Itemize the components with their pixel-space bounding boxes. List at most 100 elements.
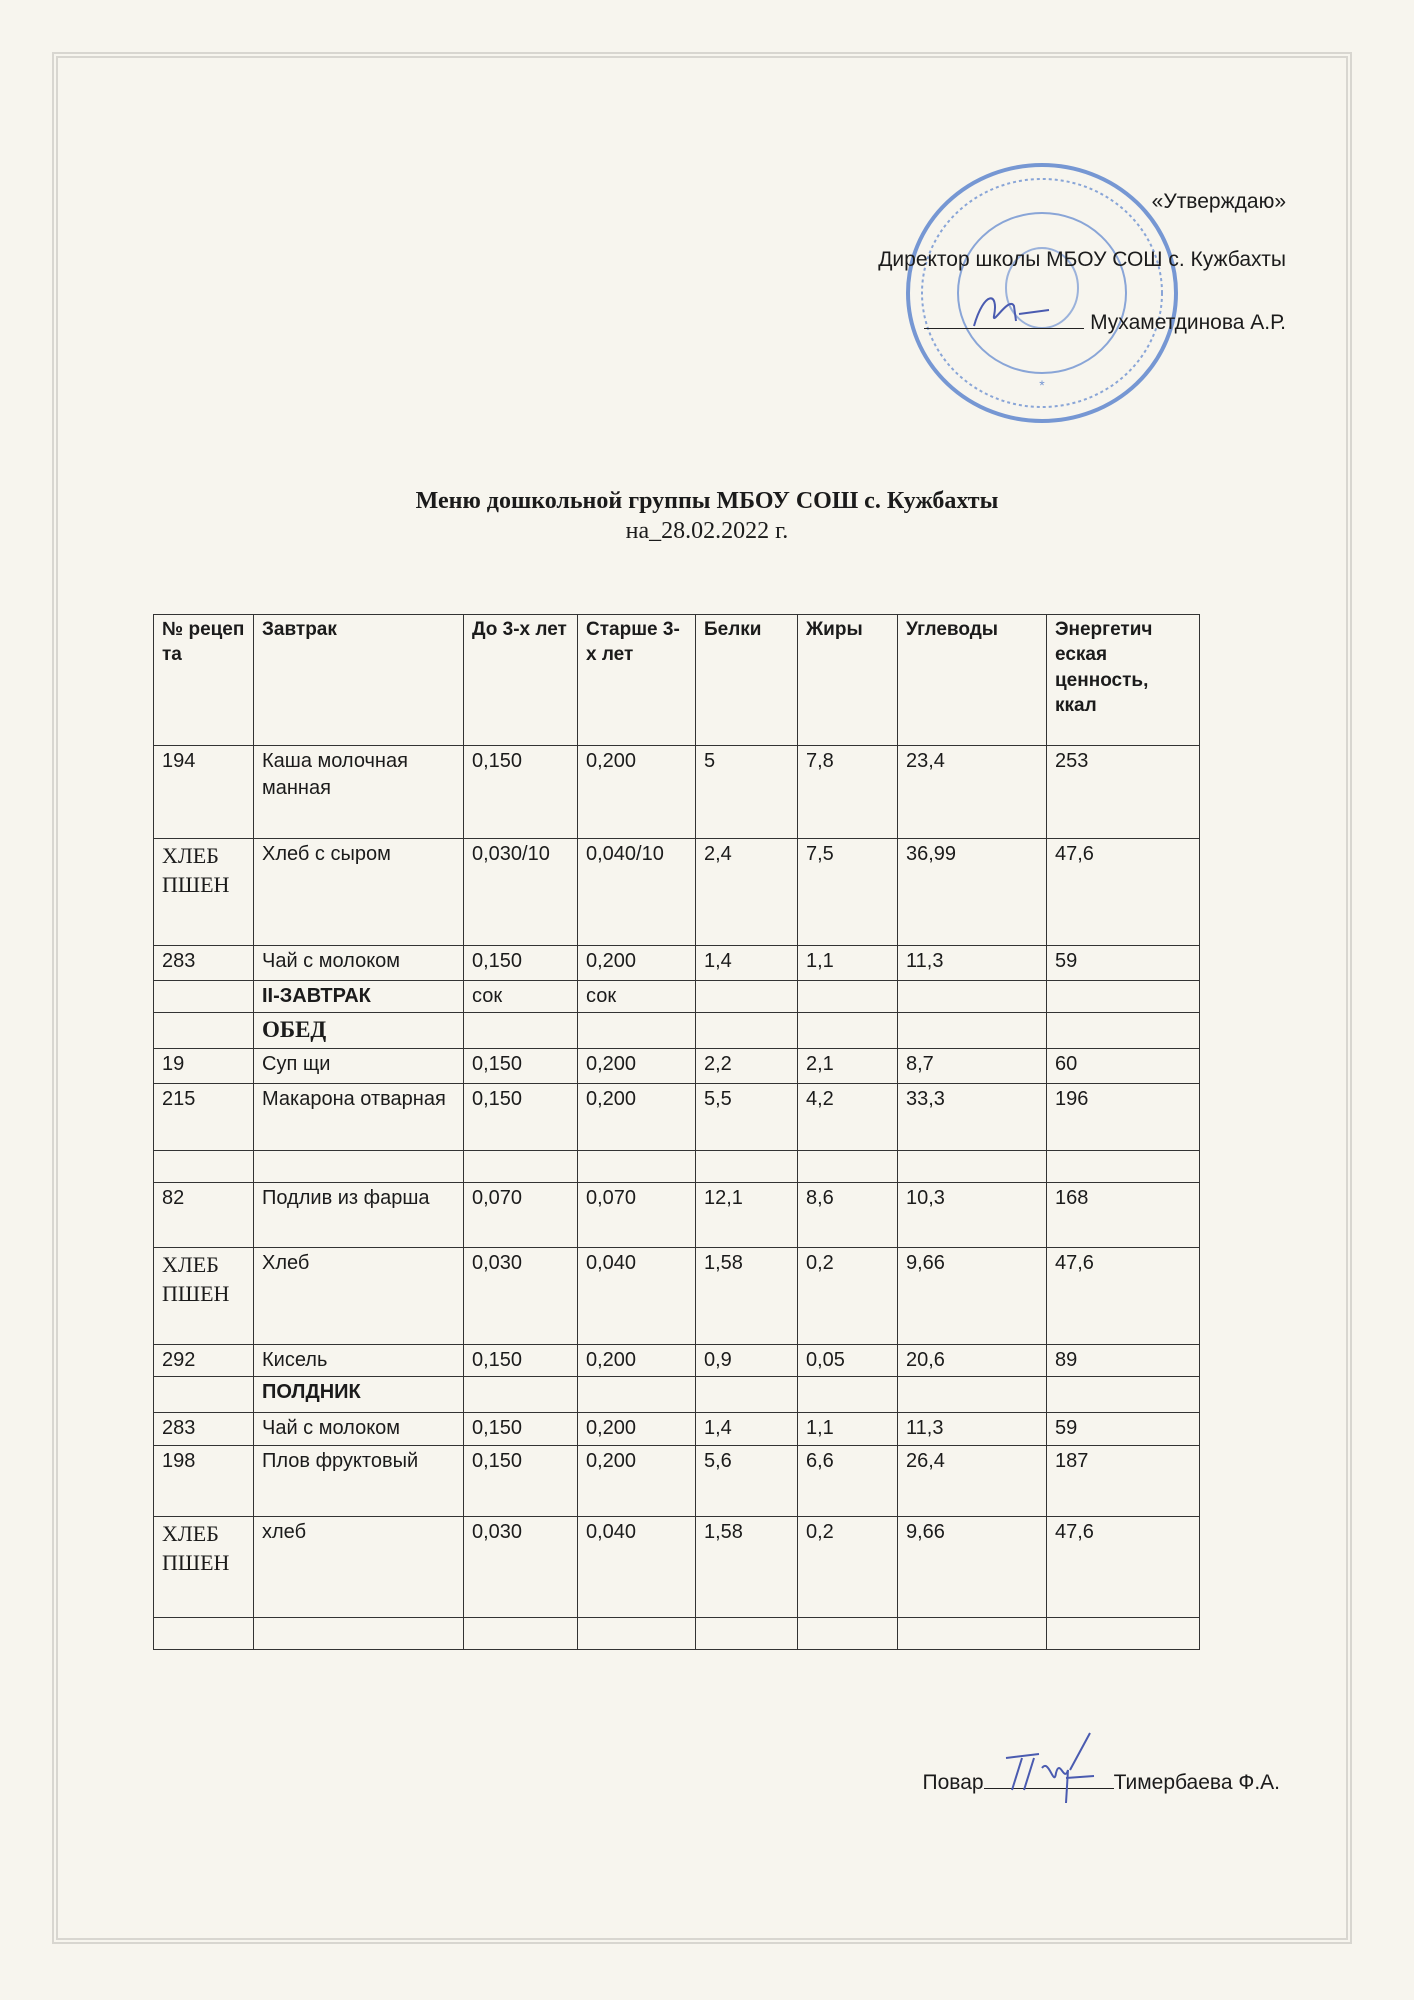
cell-dish: II-ЗАВТРАК — [253, 980, 464, 1013]
cell-fats: 1,1 — [797, 1411, 898, 1446]
cell-proteins — [695, 1375, 798, 1413]
cell-portion-over-3: 0,200 — [577, 745, 696, 839]
cell-portion-over-3: 0,200 — [577, 1444, 696, 1517]
table-row: 283 Чай с молоком 0,150 0,200 1,4 1,1 11,3 59 — [153, 1411, 1200, 1446]
cell-portion-under-3 — [463, 1012, 578, 1049]
cell-recipe-no — [153, 1012, 254, 1049]
header-recipe-no: № рецеп та — [153, 614, 254, 746]
cell-energy: 47,6 — [1046, 838, 1200, 946]
cell-portion-over-3: 0,200 — [577, 1411, 696, 1446]
cell-dish: ПОЛДНИК — [253, 1375, 464, 1413]
cell-recipe-no: 283 — [153, 945, 254, 981]
cell-energy: 168 — [1046, 1181, 1200, 1248]
cell-proteins — [695, 1616, 798, 1650]
cell-portion-over-3: 0,200 — [577, 945, 696, 981]
cell-recipe-no: 215 — [153, 1082, 254, 1151]
cell-carbs: 36,99 — [897, 838, 1047, 946]
cell-dish: хлеб — [253, 1515, 464, 1618]
cell-fats: 0,05 — [797, 1343, 898, 1377]
table-row: II-ЗАВТРАК сок сок — [153, 980, 1200, 1013]
cell-carbs: 23,4 — [897, 745, 1047, 839]
cell-energy: 196 — [1046, 1082, 1200, 1151]
cell-energy: 89 — [1046, 1343, 1200, 1377]
table-row: 194 Каша молочная манная 0,150 0,200 5 7,8 23,… — [153, 745, 1200, 839]
table-row: ПОЛДНИК — [153, 1375, 1200, 1413]
cell-portion-under-3 — [463, 1149, 578, 1183]
header-proteins: Белки — [695, 614, 798, 746]
cell-energy: 59 — [1046, 1411, 1200, 1446]
cell-carbs — [897, 1149, 1047, 1183]
table-row: 19 Суп щи 0,150 0,200 2,2 2,1 8,7 60 — [153, 1047, 1200, 1084]
table-row — [153, 1616, 1200, 1650]
approval-signatory-line: Мухаметдинова А.Р. — [924, 297, 1286, 335]
cell-energy — [1046, 1149, 1200, 1183]
cell-portion-under-3: 0,030 — [463, 1246, 578, 1345]
cell-carbs: 11,3 — [897, 1411, 1047, 1446]
cell-recipe-no: 283 — [153, 1411, 254, 1446]
cell-fats — [797, 1149, 898, 1183]
cell-proteins — [695, 1012, 798, 1049]
cell-recipe-no: ХЛЕБ ПШЕН — [153, 1246, 254, 1345]
cell-proteins: 2,4 — [695, 838, 798, 946]
cell-recipe-no: 19 — [153, 1047, 254, 1084]
cell-portion-under-3: 0,150 — [463, 1082, 578, 1151]
cell-fats: 7,5 — [797, 838, 898, 946]
cell-fats: 0,2 — [797, 1515, 898, 1618]
cell-dish: Хлеб — [253, 1246, 464, 1345]
cell-proteins — [695, 980, 798, 1013]
table-row: ХЛЕБ ПШЕН хлеб 0,030 0,040 1,58 0,2 9,66 47,6 — [153, 1515, 1200, 1618]
table-row — [153, 1149, 1200, 1183]
director-signature — [924, 297, 1085, 329]
cell-dish: Плов фруктовый — [253, 1444, 464, 1517]
cell-portion-over-3: 0,040 — [577, 1515, 696, 1618]
cell-portion-over-3: сок — [577, 980, 696, 1013]
cell-portion-over-3 — [577, 1012, 696, 1049]
cell-recipe-no: 198 — [153, 1444, 254, 1517]
cell-portion-over-3 — [577, 1616, 696, 1650]
cell-recipe-no — [153, 1375, 254, 1413]
cell-portion-over-3: 0,200 — [577, 1082, 696, 1151]
cell-recipe-no — [153, 1149, 254, 1183]
cell-dish: Суп щи — [253, 1047, 464, 1084]
header-energy: Энергетич еская ценность, ккал — [1046, 614, 1200, 746]
cell-portion-under-3: 0,150 — [463, 1411, 578, 1446]
cell-portion-under-3: 0,150 — [463, 1047, 578, 1084]
cell-carbs: 26,4 — [897, 1444, 1047, 1517]
cell-energy — [1046, 1616, 1200, 1650]
cell-proteins: 2,2 — [695, 1047, 798, 1084]
cell-carbs: 9,66 — [897, 1246, 1047, 1345]
cell-proteins: 5,5 — [695, 1082, 798, 1151]
cell-carbs: 9,66 — [897, 1515, 1047, 1618]
cook-label: Повар — [922, 1771, 984, 1794]
cell-carbs: 11,3 — [897, 945, 1047, 981]
header-dish: Завтрак — [253, 614, 464, 746]
cell-dish: Кисель — [253, 1343, 464, 1377]
cell-portion-under-3: 0,150 — [463, 945, 578, 981]
cell-recipe-no: 292 — [153, 1343, 254, 1377]
cell-dish — [253, 1616, 464, 1650]
cell-proteins: 1,58 — [695, 1246, 798, 1345]
svg-text:*: * — [1039, 377, 1045, 393]
cell-fats: 7,8 — [797, 745, 898, 839]
cell-proteins: 1,58 — [695, 1515, 798, 1618]
cell-portion-under-3: 0,030 — [463, 1515, 578, 1618]
cell-dish: Чай с молоком — [253, 945, 464, 981]
cell-recipe-no — [153, 1616, 254, 1650]
cell-energy — [1046, 1375, 1200, 1413]
cell-fats — [797, 1012, 898, 1049]
cell-fats: 8,6 — [797, 1181, 898, 1248]
table-row: ОБЕД — [153, 1012, 1200, 1049]
cell-carbs — [897, 1012, 1047, 1049]
cell-recipe-no: 82 — [153, 1181, 254, 1248]
cook-signature — [983, 1732, 1114, 1804]
cell-dish — [253, 1149, 464, 1183]
cell-recipe-no: ХЛЕБ ПШЕН — [153, 838, 254, 946]
cell-portion-under-3: 0,030/10 — [463, 838, 578, 946]
cell-carbs — [897, 1375, 1047, 1413]
document-title: Меню дошкольной группы МБОУ СОШ с. Кужба… — [415, 488, 999, 514]
cell-carbs — [897, 1616, 1047, 1650]
cell-carbs: 33,3 — [897, 1082, 1047, 1151]
cell-dish: Хлеб с сыром — [253, 838, 464, 946]
cell-portion-over-3: 0,040 — [577, 1246, 696, 1345]
approval-position: Директор школы МБОУ СОШ с. Кужбахты — [878, 248, 1286, 271]
